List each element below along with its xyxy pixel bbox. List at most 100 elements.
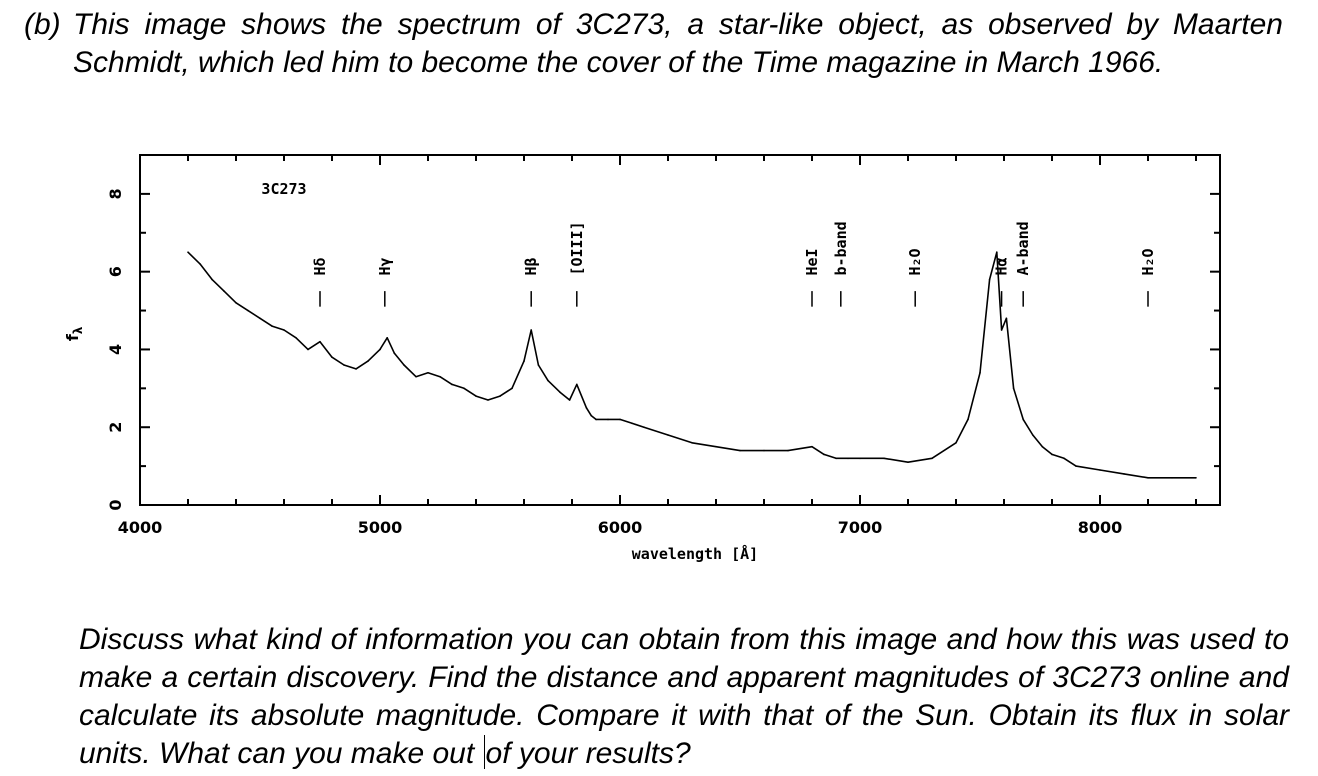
- line-annotation: H₂O: [906, 248, 924, 275]
- spectrum-point: [931, 457, 933, 460]
- spectrum-point: [847, 457, 849, 460]
- spectrum-point: [643, 426, 645, 429]
- spectrum-point: [439, 375, 441, 378]
- x-axis-label: wavelength [Å]: [632, 544, 758, 563]
- spectrum-point: [199, 263, 201, 265]
- y-axis-label-subscript: λ: [71, 326, 85, 334]
- y-tick-label: 4: [106, 344, 125, 355]
- spectrum-point: [331, 356, 333, 359]
- spectrum-point: [823, 453, 825, 456]
- spectrum-point: [835, 457, 837, 460]
- spectrum-point: [1005, 317, 1008, 320]
- spectrum-point: [523, 360, 525, 362]
- line-annotation: A-band: [1014, 221, 1032, 275]
- line-annotation: Hγ: [376, 257, 394, 275]
- y-tick-label: 8: [106, 188, 125, 199]
- spectrum-point: [379, 348, 381, 351]
- line-annotation: Hα: [993, 257, 1011, 275]
- spectrum-point: [590, 414, 592, 417]
- spectrum-point: [1041, 445, 1044, 448]
- spectrum-point: [393, 352, 396, 355]
- spectrum-point: [235, 301, 237, 304]
- spectrum-point: [1195, 476, 1197, 479]
- spectrum-point: [187, 251, 189, 254]
- spectrum-point: [715, 445, 717, 448]
- line-annotation: [OIII]: [568, 221, 586, 275]
- spectrum-point: [367, 360, 369, 362]
- spectrum-chart: 4000 5000 6000 7000 8000 0 2 4 6 8 wavelength [Å] f…: [63, 154, 1221, 563]
- spectrum-point: [763, 449, 765, 452]
- y-axis-label: fλ: [63, 326, 85, 341]
- spectrum-point: [607, 418, 609, 421]
- spectrum-point: [996, 251, 998, 254]
- spectrum-point: [283, 329, 285, 331]
- spectrum-point: [595, 418, 597, 421]
- spectrum-point: [537, 364, 540, 366]
- y-tick-label: 6: [106, 266, 125, 277]
- spectrum-point: [811, 445, 813, 448]
- spectrum-point: [1032, 434, 1034, 436]
- y-tick-label: 2: [106, 422, 125, 433]
- spectrum-point: [667, 434, 669, 436]
- spectrum-point: [1051, 453, 1053, 456]
- spectrum-point: [355, 368, 357, 370]
- spectrum-point: [979, 371, 981, 374]
- spectrum-point: [967, 418, 969, 421]
- spectrum-point: [463, 387, 465, 390]
- spectrum-point: [451, 383, 453, 386]
- spectrum-point: [307, 348, 309, 351]
- spectrum-point: [1123, 473, 1125, 475]
- spectrum-point: [259, 317, 261, 320]
- chart-title: 3C273: [261, 180, 306, 198]
- spectrum-point: [403, 364, 405, 366]
- spectrum-point: [530, 329, 532, 331]
- question-intro: This image shows the spectrum of 3C273, …: [73, 8, 1283, 79]
- spectrum-point: [619, 418, 621, 421]
- x-tick-label: 8000: [1078, 518, 1123, 537]
- spectrum-point: [585, 406, 588, 409]
- spectrum-point: [1022, 418, 1024, 421]
- question-label: (b): [24, 8, 61, 41]
- spectrum-point: [859, 457, 861, 460]
- line-annotation: H₂O: [1139, 248, 1157, 275]
- spectrum-point: [1075, 465, 1077, 467]
- spectrum-point: [295, 336, 297, 339]
- line-annotation: Hδ: [311, 257, 329, 275]
- spectrum-point: [955, 441, 957, 444]
- spectrum-point: [223, 290, 225, 292]
- spectrum-point: [576, 383, 578, 386]
- spectrum-point: [475, 395, 477, 397]
- line-annotation: HeI: [803, 248, 821, 275]
- spectrum-point: [271, 325, 273, 327]
- spectrum-point: [1171, 476, 1173, 479]
- x-tick-label: 4000: [118, 518, 163, 537]
- spectrum-point: [415, 375, 417, 378]
- spectrum-point: [739, 449, 741, 452]
- spectrum-point: [1099, 469, 1101, 471]
- x-tick-label: 5000: [358, 518, 403, 537]
- spectrum-point: [511, 387, 513, 390]
- spectrum-point: [631, 422, 633, 425]
- spectrum-point: [883, 457, 885, 460]
- spectrum-point: [547, 379, 549, 382]
- spectrum-point: [427, 371, 429, 374]
- question-body-part-1: Discuss what kind of information you can…: [79, 623, 1289, 770]
- spectrum-point: [559, 391, 561, 394]
- spectrum-point: [1000, 329, 1003, 331]
- spectrum-point: [787, 449, 789, 452]
- spectrum-point: [343, 364, 345, 366]
- spectrum-point: [1012, 387, 1015, 390]
- text-cursor: [483, 735, 485, 769]
- question-body: Discuss what kind of information you can…: [79, 621, 1289, 773]
- spectrum-point: [907, 461, 909, 464]
- spectrum-line: [187, 251, 1196, 479]
- line-annotation: b-band: [832, 221, 850, 275]
- line-annotation: Hβ: [522, 257, 540, 275]
- x-tick-label: 7000: [838, 518, 883, 537]
- plot-frame: [139, 154, 1221, 506]
- y-tick-label: 0: [106, 499, 125, 510]
- spectrum-point: [487, 399, 489, 401]
- x-tick-label: 6000: [598, 518, 643, 537]
- spectrum-point: [1147, 476, 1149, 479]
- spectrum-point: [568, 399, 571, 401]
